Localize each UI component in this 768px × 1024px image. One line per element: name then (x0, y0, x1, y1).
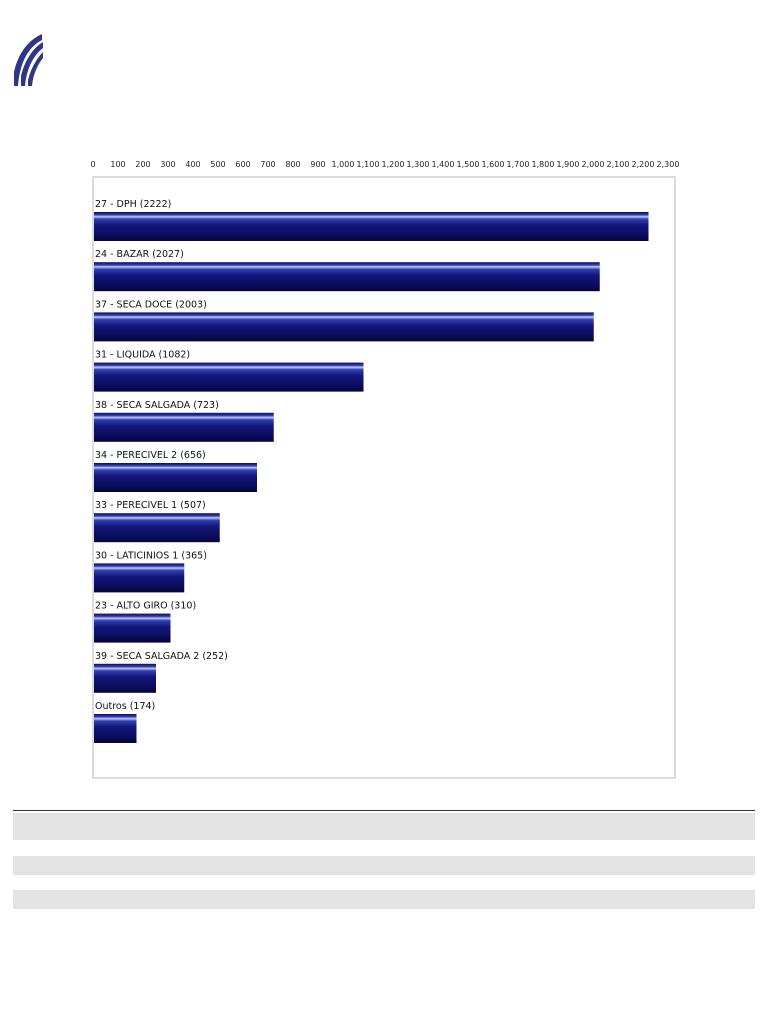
x-tick-label: 100 (110, 160, 125, 169)
bar-category-label: 24 - BAZAR (2027) (95, 249, 184, 260)
bar-category-label: 38 - SECA SALGADA (723) (95, 400, 219, 411)
x-tick-label: 1,100 (357, 160, 380, 169)
table-row-band (13, 813, 755, 840)
x-tick-label: 1,000 (332, 160, 355, 169)
bar (94, 663, 156, 693)
table-row-band (13, 856, 755, 875)
x-tick-label: 2,200 (632, 160, 655, 169)
x-axis-ticks: 0 100 200 300 400 500 600 700 800 900 1,000 1,100 1,… (90, 160, 679, 169)
table-top-rule (13, 810, 755, 811)
bar-category-label: 23 - ALTO GIRO (310) (95, 601, 196, 612)
x-tick-label: 900 (310, 160, 325, 169)
bar (94, 563, 185, 593)
bar (94, 362, 364, 392)
x-tick-label: 1,600 (482, 160, 505, 169)
x-tick-label: 2,300 (657, 160, 680, 169)
x-tick-label: 1,500 (457, 160, 480, 169)
bar-category-label: 33 - PERECIVEL 1 (507) (95, 500, 206, 511)
bars-group (94, 212, 649, 743)
x-tick-label: 2,000 (582, 160, 605, 169)
category-labels: 27 - DPH (2222) 24 - BAZAR (2027) 37 - SEC… (95, 199, 228, 712)
bar (94, 714, 137, 743)
bar (94, 412, 274, 442)
x-tick-label: 200 (135, 160, 150, 169)
x-tick-label: 1,400 (432, 160, 455, 169)
bar-category-label: 30 - LATICINIOS 1 (365) (95, 550, 207, 561)
bar-category-label: 34 - PERECIVEL 2 (656) (95, 450, 206, 461)
x-tick-label: 2,100 (607, 160, 630, 169)
bar (94, 212, 649, 241)
x-tick-label: 800 (285, 160, 300, 169)
data-table (13, 810, 755, 920)
x-tick-label: 1,900 (557, 160, 580, 169)
bar-category-label: 37 - SECA DOCE (2003) (95, 299, 207, 310)
x-tick-label: 1,300 (407, 160, 430, 169)
x-tick-label: 1,200 (382, 160, 405, 169)
x-tick-label: 1,800 (532, 160, 555, 169)
x-tick-label: 500 (210, 160, 225, 169)
bar-category-label: 31 - LIQUIDA (1082) (95, 350, 190, 361)
bar (94, 312, 594, 342)
bar-category-label: 39 - SECA SALGADA 2 (252) (95, 651, 228, 662)
bar-chart: 0 100 200 300 400 500 600 700 800 900 1,000 1,100 1,… (90, 160, 679, 779)
bar-category-label: Outros (174) (95, 701, 155, 712)
bar-category-label: 27 - DPH (2222) (95, 199, 171, 210)
bar (94, 262, 600, 292)
table-row-band (13, 890, 755, 909)
bar (94, 513, 220, 543)
bar (94, 613, 171, 643)
x-tick-label: 1,700 (507, 160, 530, 169)
x-tick-label: 300 (160, 160, 175, 169)
bar (94, 463, 257, 492)
x-tick-label: 700 (260, 160, 275, 169)
x-tick-label: 600 (235, 160, 250, 169)
x-tick-label: 0 (90, 160, 95, 169)
company-logo-icon (14, 34, 43, 86)
x-tick-label: 400 (185, 160, 200, 169)
